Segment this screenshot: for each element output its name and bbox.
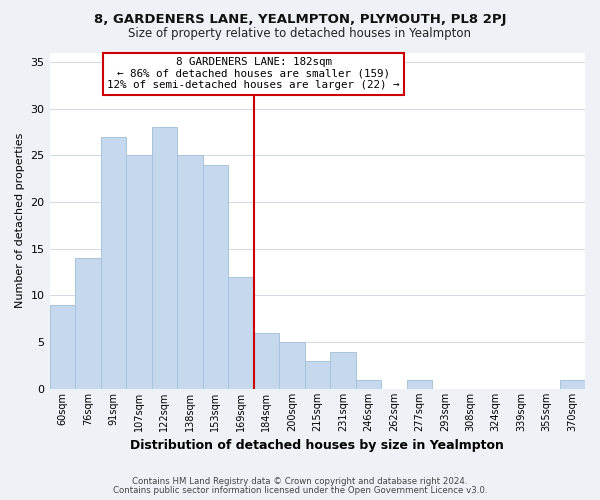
Text: 8, GARDENERS LANE, YEALMPTON, PLYMOUTH, PL8 2PJ: 8, GARDENERS LANE, YEALMPTON, PLYMOUTH, … [94, 12, 506, 26]
Bar [407, 380, 432, 389]
Bar [50, 305, 75, 389]
Text: Contains public sector information licensed under the Open Government Licence v3: Contains public sector information licen… [113, 486, 487, 495]
Bar [75, 258, 101, 389]
Bar [305, 361, 330, 389]
Bar [203, 164, 228, 389]
Text: Size of property relative to detached houses in Yealmpton: Size of property relative to detached ho… [128, 28, 472, 40]
Bar [101, 136, 126, 389]
Bar [356, 380, 381, 389]
Bar [152, 128, 177, 389]
Bar [126, 156, 152, 389]
Bar [330, 352, 356, 389]
Bar [279, 342, 305, 389]
Y-axis label: Number of detached properties: Number of detached properties [15, 133, 25, 308]
Bar [254, 333, 279, 389]
Text: 8 GARDENERS LANE: 182sqm
← 86% of detached houses are smaller (159)
12% of semi-: 8 GARDENERS LANE: 182sqm ← 86% of detach… [107, 57, 400, 90]
Bar [177, 156, 203, 389]
X-axis label: Distribution of detached houses by size in Yealmpton: Distribution of detached houses by size … [130, 440, 504, 452]
Bar [228, 277, 254, 389]
Bar [560, 380, 585, 389]
Text: Contains HM Land Registry data © Crown copyright and database right 2024.: Contains HM Land Registry data © Crown c… [132, 477, 468, 486]
